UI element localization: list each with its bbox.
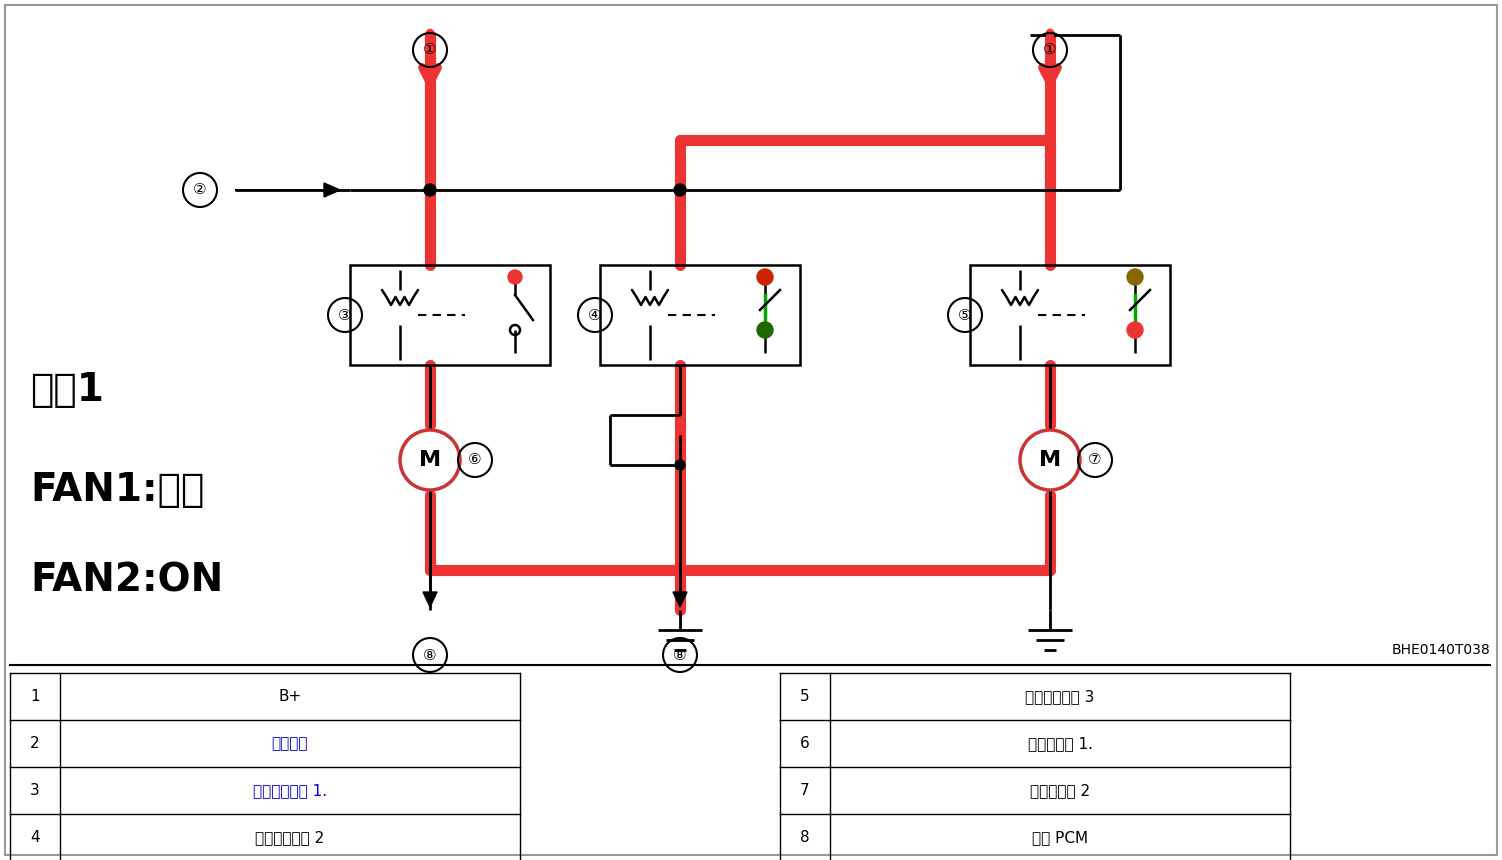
Circle shape	[400, 430, 460, 490]
Text: ①: ①	[1044, 42, 1057, 58]
Text: 故障1: 故障1	[30, 371, 104, 409]
Circle shape	[1126, 269, 1143, 285]
Text: BHE0140T038: BHE0140T038	[1391, 643, 1490, 657]
Text: FAN2:ON: FAN2:ON	[30, 561, 224, 599]
FancyArrow shape	[234, 183, 339, 197]
Text: 8: 8	[801, 830, 810, 845]
Text: ②: ②	[194, 182, 207, 198]
Circle shape	[508, 270, 523, 284]
Text: 4: 4	[30, 830, 41, 845]
Circle shape	[757, 322, 774, 338]
Text: 7: 7	[801, 783, 810, 798]
Circle shape	[1126, 322, 1143, 338]
Circle shape	[674, 460, 685, 470]
Text: 1: 1	[30, 689, 41, 704]
Circle shape	[424, 184, 436, 196]
Text: 通向 PCM: 通向 PCM	[1032, 830, 1087, 845]
Text: 主继电器: 主继电器	[272, 736, 308, 751]
Bar	[970, 265, 1170, 365]
Text: ③: ③	[338, 308, 351, 322]
Text: 电风扇电机 1.: 电风扇电机 1.	[1027, 736, 1092, 751]
Text: 2: 2	[30, 736, 41, 751]
Text: M: M	[419, 450, 442, 470]
Text: ⑧: ⑧	[424, 648, 437, 662]
Text: FAN1:故障: FAN1:故障	[30, 471, 204, 509]
Circle shape	[1020, 430, 1080, 490]
Bar	[599, 265, 801, 365]
Circle shape	[757, 269, 774, 285]
Circle shape	[674, 184, 686, 196]
Text: B+: B+	[278, 689, 302, 704]
FancyArrow shape	[673, 592, 686, 607]
Bar	[350, 265, 550, 365]
Text: 6: 6	[801, 736, 810, 751]
Text: 电风扇继电器 3: 电风扇继电器 3	[1026, 689, 1095, 704]
Text: 电风扇电机 2: 电风扇电机 2	[1030, 783, 1090, 798]
Text: 5: 5	[801, 689, 810, 704]
FancyArrow shape	[424, 592, 437, 607]
Text: 3: 3	[30, 783, 41, 798]
Text: ④: ④	[589, 308, 602, 322]
Text: ⑤: ⑤	[958, 308, 972, 322]
Text: ⑥: ⑥	[469, 452, 482, 468]
Text: ①: ①	[424, 42, 437, 58]
Text: ⑧: ⑧	[673, 648, 686, 662]
Text: 电风扇继电器 1.: 电风扇继电器 1.	[252, 783, 327, 798]
Text: M: M	[1039, 450, 1060, 470]
Text: 电风扇继电器 2: 电风扇继电器 2	[255, 830, 324, 845]
Text: ⑦: ⑦	[1087, 452, 1102, 468]
